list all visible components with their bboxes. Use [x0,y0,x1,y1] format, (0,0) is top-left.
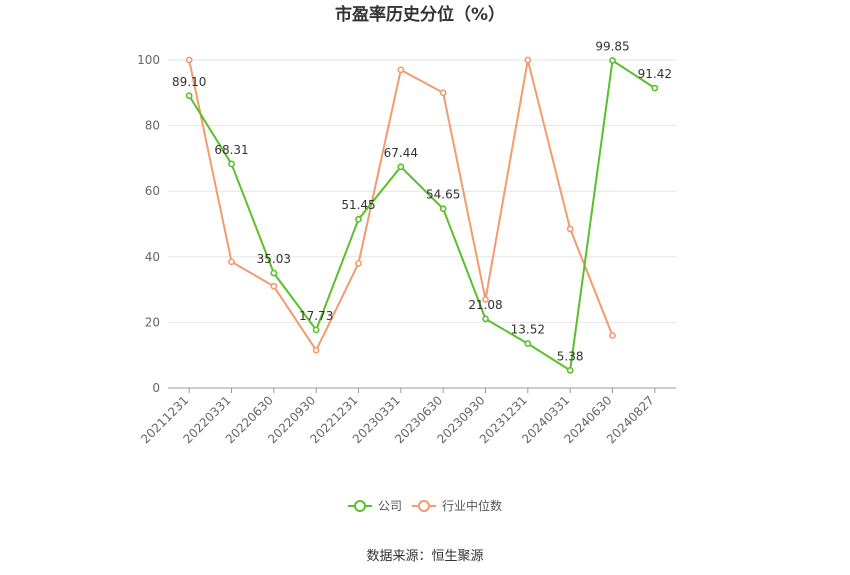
data-label: 17.73 [299,309,333,323]
data-point-0 [355,215,362,223]
data-point-1 [524,56,532,64]
data-point-0 [566,366,574,374]
data-point-0 [397,163,405,171]
data-point-1 [185,56,193,64]
y-tick-label: 0 [152,381,160,395]
data-point-1 [355,259,362,267]
data-point-0 [651,84,659,92]
y-tick-label: 40 [145,250,160,264]
data-label: 13.52 [511,323,545,337]
data-point-0 [524,340,532,348]
data-point-1 [312,346,320,354]
data-label: 99.85 [595,39,629,53]
y-tick-label: 100 [137,53,160,67]
y-tick-label: 80 [145,119,160,133]
data-label: 35.03 [257,252,291,266]
data-point-0 [185,92,193,100]
data-point-0 [439,205,447,213]
data-label: 21.08 [468,298,502,312]
data-point-0 [228,160,235,168]
data-label: 54.65 [426,188,460,202]
data-point-1 [482,296,489,303]
grid [168,59,676,323]
chart-title: 市盈率历史分位（%） [335,4,505,25]
data-point-1 [609,332,616,339]
legend-label: 行业中位数 [442,498,502,513]
data-point-0 [312,326,320,334]
data-labels: 89.10 68.31 35.03 17.73 51.45 67.44 54.65 21.08… [172,39,672,363]
source-note: 数据来源：恒生聚源 [366,549,483,564]
data-label: 91.42 [638,67,672,81]
data-point-0 [270,269,278,277]
legend[interactable]: 公司 行业中位数 [348,498,502,513]
data-point-1 [270,282,278,290]
axes: 0204060801002021123120220331202206302022… [137,53,676,446]
data-point-1 [397,66,405,74]
series-line-0 [188,59,656,372]
y-tick-label: 20 [145,315,160,329]
data-label: 51.45 [341,198,375,212]
data-point-0 [482,315,489,323]
data-point-0 [609,57,616,64]
y-tick-label: 60 [145,184,160,198]
data-point-1 [566,225,574,233]
legend-swatch-marker [354,500,366,512]
series-line-1 [188,59,614,352]
data-point-1 [439,89,447,97]
series [185,56,659,374]
legend-item-1[interactable]: 行业中位数 [412,498,502,513]
legend-swatch-marker [418,500,430,512]
legend-item-0[interactable]: 公司 [348,499,402,513]
data-label: 89.10 [172,75,206,89]
data-point-1 [228,258,235,266]
data-label: 5.38 [557,349,584,363]
data-label: 67.44 [384,146,418,160]
legend-label: 公司 [378,499,402,513]
data-label: 68.31 [214,143,248,157]
